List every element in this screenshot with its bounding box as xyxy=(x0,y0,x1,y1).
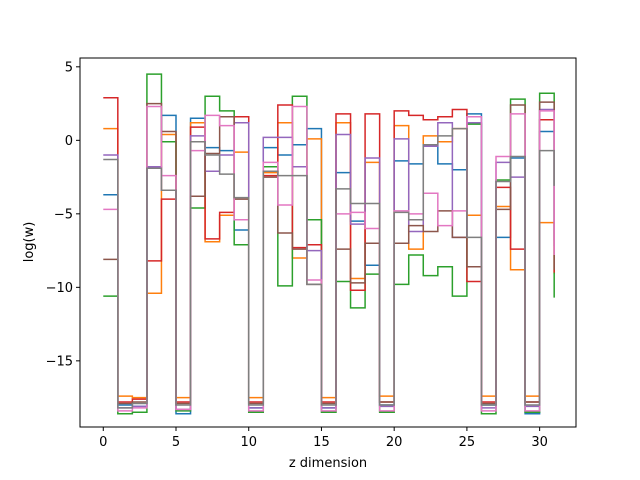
series-line-6 xyxy=(103,101,555,405)
x-tick-label: 10 xyxy=(240,435,257,450)
y-tick-label: 5 xyxy=(65,60,73,75)
series-line-5 xyxy=(103,108,555,411)
x-axis-label: z dimension xyxy=(289,456,367,471)
x-tick-label: 20 xyxy=(386,435,403,450)
y-tick-label: −10 xyxy=(46,281,73,296)
x-tick-label: 25 xyxy=(459,435,476,450)
series-line-1 xyxy=(103,113,555,415)
y-axis-label: log(w) xyxy=(22,222,37,263)
x-tick-label: 0 xyxy=(99,435,107,450)
series-line-2 xyxy=(103,121,555,399)
y-tick-label: −5 xyxy=(54,207,73,222)
series-line-3 xyxy=(103,73,555,415)
series-line-7 xyxy=(103,105,555,412)
x-axis: 0 5 10 15 20 25 30 xyxy=(99,427,548,450)
x-tick-label: 30 xyxy=(531,435,548,450)
y-tick-label: −15 xyxy=(46,354,73,369)
series-line-4 xyxy=(103,96,555,403)
y-axis: 5 0 −5 −10 −15 xyxy=(46,60,80,369)
plot-frame xyxy=(79,57,577,428)
x-tick-label: 5 xyxy=(172,435,180,450)
series-layer xyxy=(103,73,555,415)
y-tick-label: 0 xyxy=(65,134,73,149)
x-tick-label: 15 xyxy=(313,435,330,450)
series-line-8 xyxy=(103,127,555,409)
